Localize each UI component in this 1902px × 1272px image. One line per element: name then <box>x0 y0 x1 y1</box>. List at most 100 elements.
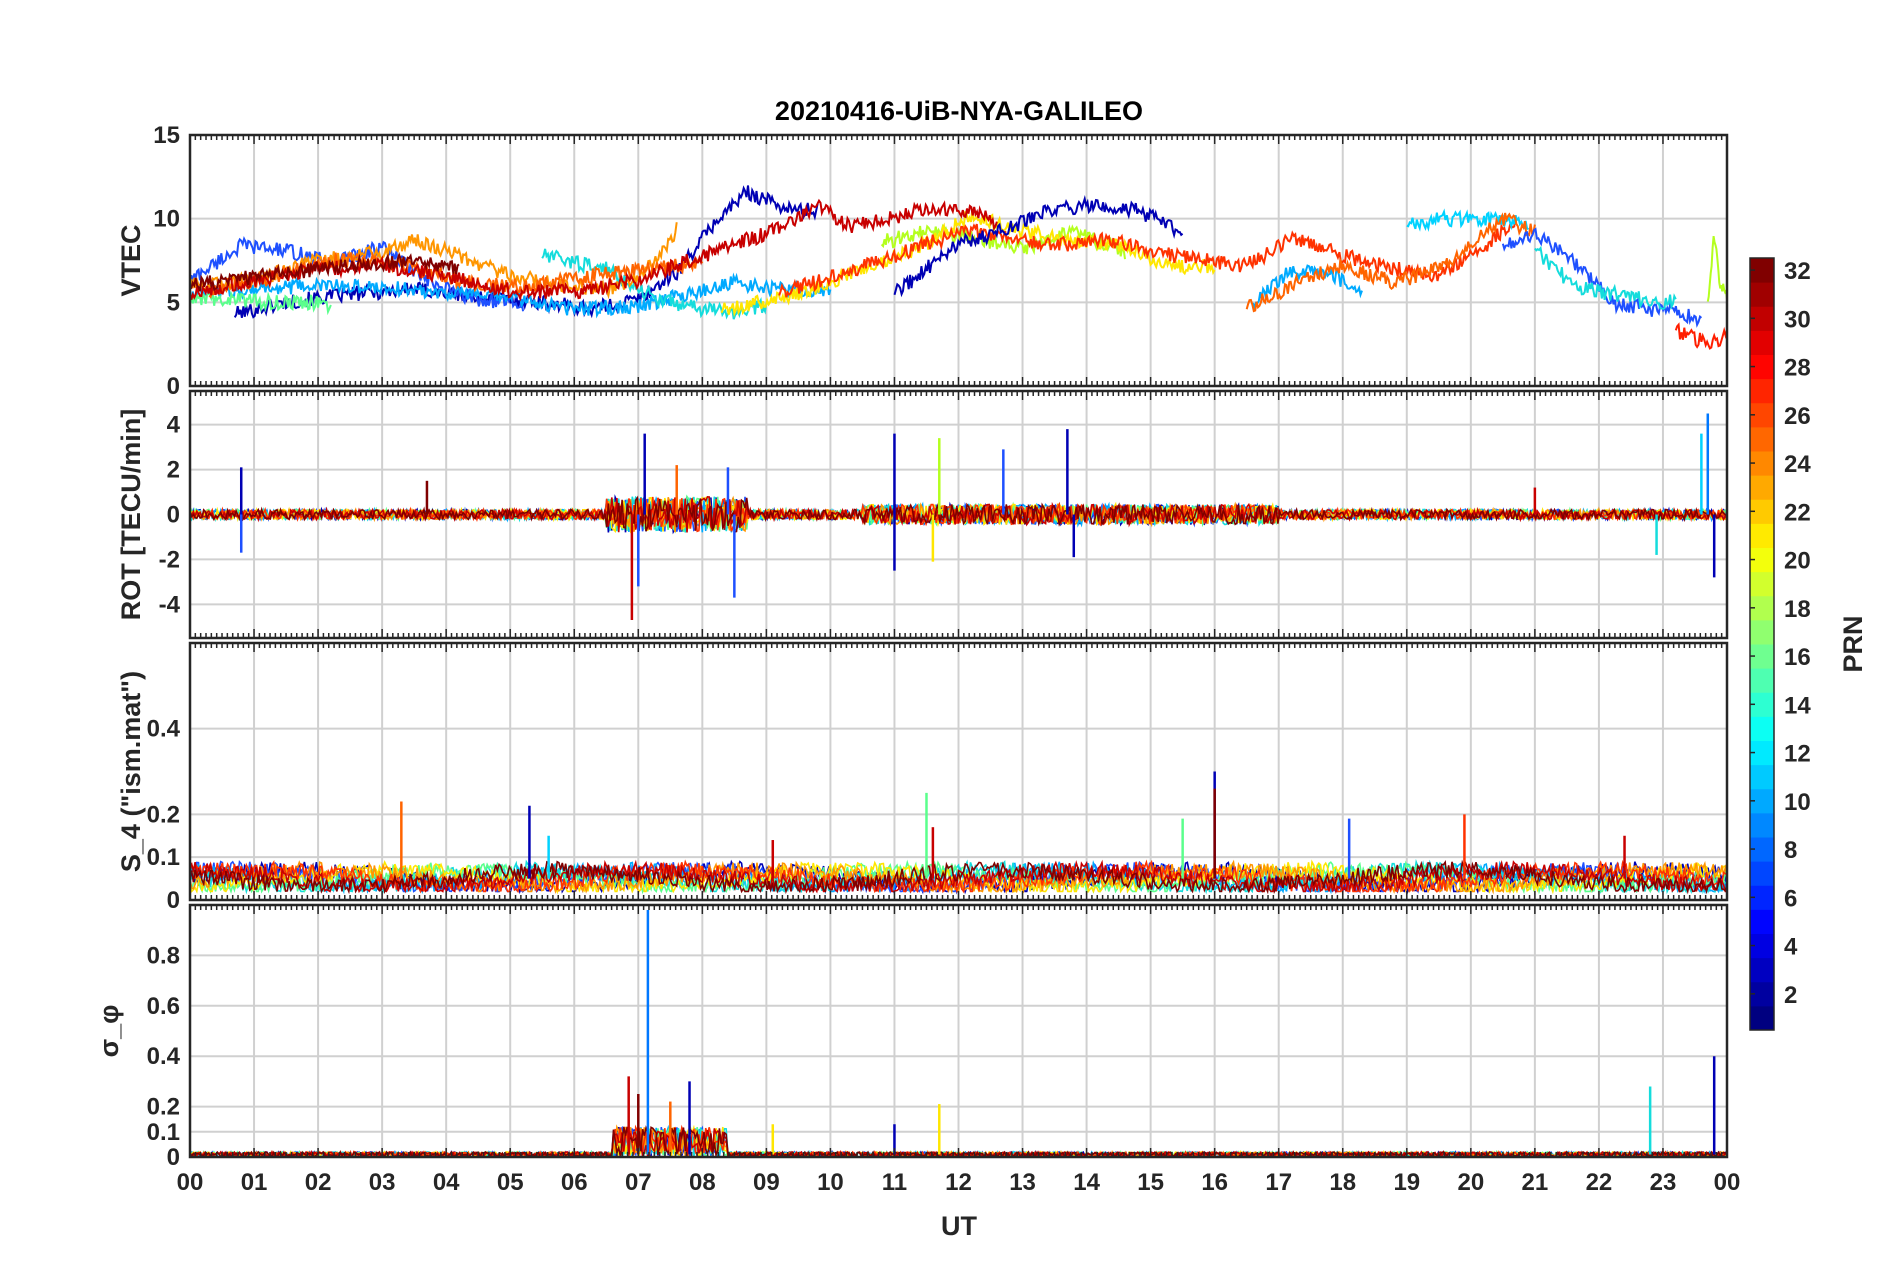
panel-data <box>190 413 1727 621</box>
panel-2: -4 -2 0 2 4 ROT [TECU/min] <box>116 389 1729 640</box>
vtec-series-line <box>1534 245 1677 311</box>
y-tick-label: 0.4 <box>147 716 181 743</box>
colorbar-tick-label: 10 <box>1784 789 1811 816</box>
colorbar-tick-label: 20 <box>1784 548 1811 575</box>
vtec-series-line <box>190 236 524 312</box>
colorbar-tick-label: 26 <box>1784 403 1811 430</box>
vtec-series-line <box>190 290 332 316</box>
y-tick-label: 0.6 <box>147 993 180 1020</box>
vtec-series-line <box>720 208 1216 318</box>
y-axis-label: VTEC <box>116 224 146 296</box>
colorbar-frame <box>1749 257 1775 1031</box>
chart-title: 20210416-UiB-NYA-GALILEO <box>775 96 1143 126</box>
x-tick-label: 15 <box>1137 1169 1164 1196</box>
x-tick-label: 20 <box>1457 1169 1484 1196</box>
vtec-series-line <box>893 194 1184 298</box>
x-tick-label: 06 <box>561 1169 588 1196</box>
y-tick-label: 5 <box>167 289 180 316</box>
colorbar-segment <box>1750 716 1774 741</box>
colorbar-tick-label: 30 <box>1784 306 1811 333</box>
y-tick-label: 0 <box>167 887 180 914</box>
x-tick-label: 13 <box>1009 1169 1036 1196</box>
y-tick-label: 0 <box>167 502 180 529</box>
y-tick-label: 0.8 <box>147 942 180 969</box>
colorbar-tick-label: 6 <box>1784 885 1797 912</box>
y-tick-label: 0.1 <box>147 1119 180 1146</box>
colorbar-segment <box>1750 475 1774 500</box>
x-tick-label: 18 <box>1329 1169 1356 1196</box>
y-tick-label: 0.2 <box>147 1094 180 1121</box>
x-tick-label: 00 <box>177 1169 204 1196</box>
panel-3: 0 0.1 0.2 0.4S_4 ("ism.mat") <box>116 641 1729 914</box>
y-tick-label: 0.2 <box>147 801 180 828</box>
panel-4: 00.10.2 0.4 0.6 0.8 σ_φ <box>94 903 1729 1171</box>
colorbar-tick-label: 16 <box>1784 644 1811 671</box>
colorbar-segment <box>1750 426 1774 452</box>
noise-trace <box>190 495 1727 533</box>
colorbar-segment <box>1750 523 1774 548</box>
colorbar-tick-label: 14 <box>1784 692 1811 719</box>
vtec-series-line <box>1245 212 1536 313</box>
x-tick-label: 12 <box>945 1169 972 1196</box>
vtec-series-line <box>190 252 460 292</box>
colorbar-segment <box>1750 1005 1774 1031</box>
colorbar-tick-label: 4 <box>1784 934 1798 961</box>
x-tick-label: 01 <box>241 1169 268 1196</box>
x-tick-label: 21 <box>1522 1169 1549 1196</box>
x-tick-label: 10 <box>817 1169 844 1196</box>
x-tick-label: 04 <box>433 1169 460 1196</box>
colorbar-segment <box>1750 668 1774 693</box>
y-tick-label: 15 <box>153 122 180 149</box>
vtec-series-line <box>880 223 1126 260</box>
colorbar-tick-label: 8 <box>1784 837 1797 864</box>
y-tick-label: 2 <box>167 457 180 484</box>
colorbar-segment <box>1750 861 1774 886</box>
x-tick-label: 03 <box>369 1169 396 1196</box>
y-tick-label: 4 <box>167 412 181 439</box>
y-tick-label: -4 <box>159 591 181 618</box>
panel-1: 0 5 10 15 VTEC <box>116 122 1729 400</box>
colorbar-segment <box>1750 282 1774 307</box>
noise-trace <box>190 495 1727 533</box>
x-tick-label: 22 <box>1586 1169 1613 1196</box>
x-tick-label: 19 <box>1393 1169 1420 1196</box>
x-tick-label: 05 <box>497 1169 524 1196</box>
colorbar-tick-label: 2 <box>1784 982 1797 1009</box>
y-tick-label: 0.4 <box>147 1043 181 1070</box>
y-tick-label: 10 <box>153 206 180 233</box>
colorbar-segment <box>1750 764 1774 790</box>
y-tick-label: 0 <box>167 373 180 400</box>
colorbar-tick-label: 28 <box>1784 355 1811 382</box>
x-tick-label: 00 <box>1714 1169 1741 1196</box>
y-axis-label: ROT [TECU/min] <box>116 409 146 620</box>
x-axis-label: UT <box>941 1211 977 1241</box>
y-tick-label: 0 <box>167 1144 180 1171</box>
x-tick-label: 07 <box>625 1169 652 1196</box>
colorbar-segment <box>1750 571 1774 597</box>
x-tick-label: 17 <box>1265 1169 1292 1196</box>
colorbar-segment <box>1750 619 1774 645</box>
colorbar-segment <box>1750 812 1774 838</box>
vtec-series-line <box>1706 235 1727 302</box>
vtec-series-line <box>778 214 1517 298</box>
y-axis-label: S_4 ("ism.mat") <box>116 671 146 872</box>
vtec-series-line <box>1252 264 1363 312</box>
x-tick-label: 02 <box>305 1169 332 1196</box>
colorbar-tick-label: 22 <box>1784 499 1811 526</box>
x-tick-label: 08 <box>689 1169 716 1196</box>
x-tick-label: 11 <box>882 1169 907 1196</box>
colorbar-segment <box>1750 957 1774 983</box>
colorbar-segment <box>1750 330 1774 355</box>
colorbar-segment <box>1750 909 1774 934</box>
y-tick-label: -2 <box>159 546 180 573</box>
panel-data <box>190 185 1727 350</box>
y-tick-label: 0.1 <box>147 844 180 871</box>
vtec-series-line <box>1674 322 1727 350</box>
x-tick-label: 14 <box>1073 1169 1100 1196</box>
noise-trace <box>190 859 1727 895</box>
x-tick-label: 16 <box>1201 1169 1228 1196</box>
y-axis-label: σ_φ <box>94 1005 124 1058</box>
